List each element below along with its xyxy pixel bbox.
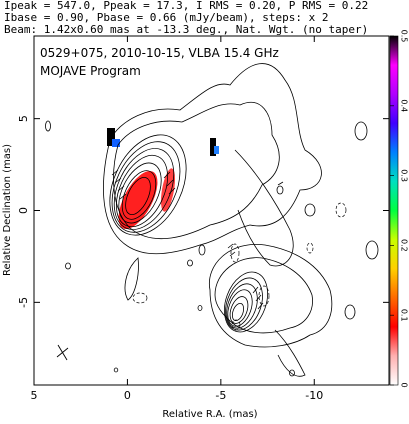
core-contour-4 xyxy=(115,154,169,228)
y-tick-label: 5 xyxy=(17,115,30,122)
jet-contour-4 xyxy=(226,283,258,329)
negative-contour-e xyxy=(231,319,241,331)
core-contour-3 xyxy=(118,162,162,224)
east-tail-contour xyxy=(124,257,139,301)
colorbar-tick-label: 0.4 xyxy=(400,99,409,112)
noise-contour-h xyxy=(65,262,71,270)
y-tick-label: 0 xyxy=(17,207,30,214)
negative-contour-f xyxy=(306,242,314,254)
core-polarization-knot-top xyxy=(107,128,115,146)
evpa-vector xyxy=(168,187,176,195)
core-polarization-patch-edge xyxy=(160,168,176,212)
y-axis-label: Relative Declination (mas) xyxy=(2,144,13,276)
core-contour-6 xyxy=(111,141,181,233)
x-axis-ticks: 5 0 -5 -10 xyxy=(31,36,323,402)
negative-contour-c xyxy=(258,285,270,307)
evpa-vector xyxy=(114,177,122,184)
noise-contour-g xyxy=(198,244,206,256)
y-axis-ticks: 5 0 -5 xyxy=(17,115,389,308)
noise-contour-d xyxy=(276,185,284,195)
core-outer-contour xyxy=(103,63,322,255)
polarization-vectors xyxy=(111,169,284,310)
x-axis-label: Relative R.A. (mas) xyxy=(162,409,257,420)
noise-contour-k xyxy=(289,369,295,377)
evpa-vector xyxy=(163,171,171,179)
core-polarization-knot-top-color xyxy=(112,139,120,147)
negative-contour-b xyxy=(230,243,240,263)
plot-frame xyxy=(33,35,390,386)
negative-contours xyxy=(132,202,347,331)
evpa-vector xyxy=(229,251,236,257)
colorbar-tick-label: 0.3 xyxy=(400,169,409,182)
knot-east-polarization xyxy=(210,138,216,156)
evpa-vector xyxy=(252,286,259,294)
noise-contour-e xyxy=(344,304,356,320)
evpa-vector xyxy=(227,243,234,249)
noise-contour-l xyxy=(113,367,119,373)
colorbar-tick-label: 0 xyxy=(400,382,409,387)
beam-minor-axis xyxy=(56,347,69,358)
jet-outer-contour-2 xyxy=(214,257,313,334)
map-header: Ipeak = 547.0, Ppeak = 17.3, I RMS = 0.2… xyxy=(0,0,409,36)
y-tick-label: -5 xyxy=(17,297,30,308)
evpa-vector xyxy=(255,294,262,302)
x-tick-label: 5 xyxy=(31,389,38,402)
colorbar-tick-label: 0.5 xyxy=(400,30,409,43)
evpa-vector xyxy=(277,181,284,186)
x-tick-label: -5 xyxy=(215,389,226,402)
plot-subtitle: MOJAVE Program xyxy=(40,64,141,78)
beam-ellipse xyxy=(56,344,69,361)
jet-contour-3 xyxy=(227,289,253,327)
core-outer-contour-2 xyxy=(113,102,280,240)
evpa-vector xyxy=(119,193,127,200)
header-base-line: Ibase = 0.90, Pbase = 0.66 (mJy/beam), s… xyxy=(4,11,329,24)
evpa-vector xyxy=(166,179,174,187)
noise-contour-i xyxy=(187,259,193,267)
colorbar-tick-label: 0.2 xyxy=(400,239,409,252)
jet-contour-5 xyxy=(225,277,263,331)
x-tick-label: -10 xyxy=(305,389,323,402)
knot-east-polarization-color xyxy=(214,146,219,154)
negative-contour-d xyxy=(335,202,347,218)
noise-contour-f xyxy=(365,240,379,260)
plot-title: 0529+075, 2010-10-15, VLBA 15.4 GHz xyxy=(40,46,279,60)
core-contour-2 xyxy=(121,170,157,220)
jet-contour-1 xyxy=(231,302,245,322)
jet-contour-6 xyxy=(224,271,268,333)
colorbar-ticks: 0 0.1 0.2 0.3 0.4 0.5 xyxy=(390,30,409,388)
colorbar xyxy=(389,35,399,386)
jet-tail-contour xyxy=(274,329,306,377)
evpa-vector xyxy=(257,302,264,310)
colormap-patches xyxy=(107,128,219,230)
noise-contour-a xyxy=(45,120,51,132)
header-beam-line: Beam: 1.42x0.60 mas at -13.3 deg., Nat. … xyxy=(4,23,369,36)
bridge-contour xyxy=(234,149,294,267)
negative-contour-a xyxy=(132,292,148,304)
noise-contour-b xyxy=(354,121,368,141)
jet-outer-contour xyxy=(208,243,333,348)
jet-contour-2 xyxy=(229,296,249,324)
core-contour-1 xyxy=(125,176,151,216)
evpa-vector xyxy=(117,185,125,192)
x-tick-label: 0 xyxy=(124,389,131,402)
noise-contour-c xyxy=(304,203,316,217)
noise-contour-j xyxy=(197,305,203,311)
header-peak-line: Ipeak = 547.0, Ppeak = 17.3, I RMS = 0.2… xyxy=(4,0,369,12)
evpa-vector xyxy=(111,169,119,176)
colorbar-tick-label: 0.1 xyxy=(400,309,409,322)
core-polarization-patch xyxy=(118,170,158,230)
